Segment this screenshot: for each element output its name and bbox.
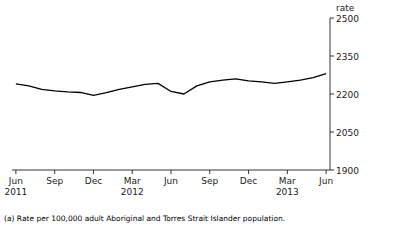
y-tick-label: 1900 bbox=[336, 166, 359, 176]
x-tick-label-line: 2011 bbox=[4, 187, 27, 197]
x-tick-label-line: Mar bbox=[279, 176, 296, 186]
x-tick-label-line: Dec bbox=[240, 176, 257, 186]
x-tick bbox=[171, 170, 172, 174]
x-tick-label: Mar2012 bbox=[121, 176, 144, 197]
x-tick-label-line: Sep bbox=[201, 176, 218, 186]
x-tick-label: Mar2013 bbox=[276, 176, 299, 197]
x-tick bbox=[93, 170, 94, 174]
y-tick bbox=[330, 18, 334, 19]
x-tick-label: Jun bbox=[163, 176, 178, 186]
x-tick bbox=[326, 170, 327, 174]
x-tick-label-line: Jun bbox=[163, 176, 178, 186]
x-tick-label: Sep bbox=[201, 176, 218, 186]
chart: 19002050220023502500rateJun2011SepDecMar… bbox=[0, 0, 397, 227]
y-tick bbox=[330, 132, 334, 133]
y-tick-label: 2350 bbox=[336, 52, 359, 62]
x-tick-label-line: Sep bbox=[46, 176, 63, 186]
x-tick bbox=[209, 170, 210, 174]
y-tick bbox=[330, 56, 334, 57]
y-tick-label: 2200 bbox=[336, 90, 359, 100]
line bbox=[16, 74, 326, 96]
x-tick-label-line: Mar bbox=[124, 176, 141, 186]
x-tick-label-line: 2012 bbox=[121, 187, 144, 197]
footnote: (a) Rate per 100,000 adult Aboriginal an… bbox=[4, 214, 285, 223]
x-tick bbox=[248, 170, 249, 174]
x-tick bbox=[287, 170, 288, 174]
x-tick-label-line: 2013 bbox=[276, 187, 299, 197]
x-tick-label-line: Jun bbox=[318, 176, 333, 186]
x-tick-label: Jun bbox=[318, 176, 333, 186]
x-tick bbox=[15, 170, 16, 174]
x-tick-label: Jun2011 bbox=[4, 176, 27, 197]
y-tick bbox=[330, 94, 334, 95]
y-tick bbox=[330, 170, 334, 171]
y-tick-label: 2050 bbox=[336, 128, 359, 138]
x-tick-label-line: Dec bbox=[85, 176, 102, 186]
x-tick-label: Dec bbox=[240, 176, 257, 186]
x-tick-label: Dec bbox=[85, 176, 102, 186]
y-tick-label: 2500 bbox=[336, 14, 359, 24]
y-axis-label: rate bbox=[336, 3, 355, 13]
plot-area bbox=[16, 74, 326, 96]
x-tick-label: Sep bbox=[46, 176, 63, 186]
x-tick-label-line: Jun bbox=[8, 176, 23, 186]
x-tick bbox=[54, 170, 55, 174]
x-tick bbox=[132, 170, 133, 174]
